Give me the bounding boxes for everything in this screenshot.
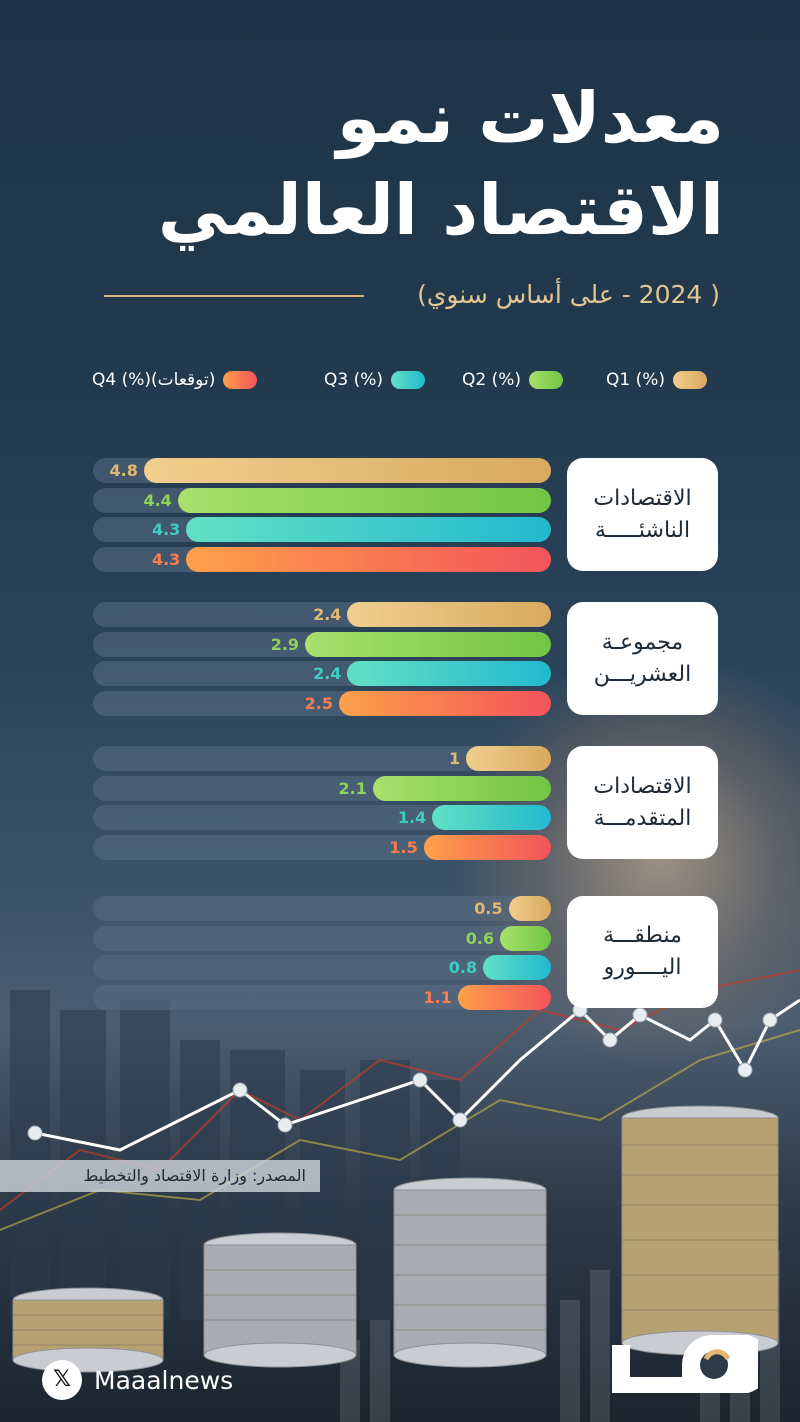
bar-1-3 <box>466 746 551 771</box>
bar-4-2 <box>338 690 551 716</box>
bar-4-1 <box>186 546 551 572</box>
data-label: 4.4 <box>143 490 172 510</box>
legend-label: Q1 (%) <box>606 370 666 390</box>
social-handle: Maaalnews <box>94 1366 234 1395</box>
data-label: 2.4 <box>313 664 342 683</box>
bar-2-1 <box>177 487 551 513</box>
page-title-line1: معدلات نمو <box>336 77 724 159</box>
data-label: 0.6 <box>465 928 495 948</box>
data-label: 1.5 <box>389 837 418 857</box>
legend-label: Q4 (%)(توقعات) <box>92 370 216 390</box>
bar-1-1 <box>143 458 551 483</box>
legend-swatch-q3 <box>391 371 426 389</box>
legend-swatch-q4 <box>223 371 258 389</box>
legend-item-q4: Q4 (%)(توقعات) <box>92 370 258 390</box>
card-line1: منطقـــة <box>603 923 682 948</box>
page-title-line2: الاقتصاد العالمي <box>157 169 724 251</box>
bar-1-4 <box>508 896 551 921</box>
data-label: 1.1 <box>423 987 452 1007</box>
data-label: 2.1 <box>338 778 367 798</box>
card-line1: الاقتصادات <box>593 485 692 511</box>
data-label: 2.9 <box>270 634 300 654</box>
category-card-advanced: الاقتصادات المتقدمـــة <box>567 746 718 859</box>
bar-3-1 <box>186 517 551 542</box>
bar-3-3 <box>432 805 551 830</box>
data-label: 4.3 <box>151 549 181 569</box>
legend-swatch-q2 <box>529 371 564 389</box>
data-label: 4.8 <box>109 461 138 480</box>
card-line1: مجموعـة <box>601 629 684 655</box>
card-line2: المتقدمـــة <box>593 805 692 831</box>
legend-swatch-q1 <box>673 371 708 389</box>
bar-2-3 <box>372 775 551 801</box>
bar-2-2 <box>305 631 551 657</box>
bar-4-3 <box>423 834 551 860</box>
legend-label: Q2 (%) <box>462 370 522 390</box>
bar-track <box>93 896 551 921</box>
bar-1-2 <box>347 602 551 627</box>
bar-2-4 <box>500 925 551 951</box>
data-label: 2.5 <box>304 693 333 713</box>
legend-item-q3: Q3 (%) <box>324 370 426 390</box>
legend-label: Q3 (%) <box>324 370 384 390</box>
page-subtitle: ( 2024 - على أساس سنوي) <box>417 280 720 309</box>
data-label: 1.4 <box>397 808 427 827</box>
card-line2: اليــــورو <box>603 955 682 980</box>
source-note: المصدر: وزارة الاقتصاد والتخطيط <box>0 1160 320 1192</box>
data-label: 4.3 <box>151 520 181 539</box>
coin-stacks <box>12 1105 779 1373</box>
data-label: 1 <box>449 749 461 768</box>
category-card-eurozone: منطقـــة اليــــورو <box>567 896 718 1008</box>
bar-3-2 <box>347 661 551 686</box>
subtitle-divider <box>104 295 364 297</box>
bar-4-4 <box>457 984 551 1010</box>
legend-item-q2: Q2 (%) <box>462 370 564 390</box>
bar-track <box>93 925 551 951</box>
category-card-g20: مجموعـة العشريـــن <box>567 602 718 715</box>
maaal-logo-icon <box>612 1335 758 1393</box>
card-line2: العشريـــن <box>593 661 692 687</box>
card-line1: الاقتصادات <box>593 773 692 799</box>
legend-item-q1: Q1 (%) <box>606 370 708 390</box>
data-label: 0.8 <box>448 958 478 977</box>
data-label: 2.4 <box>313 605 342 624</box>
x-logo-icon: 𝕏 <box>42 1360 82 1400</box>
bar-track <box>93 955 551 980</box>
card-line2: الناشئـــــة <box>594 517 691 543</box>
data-label: 0.5 <box>474 899 503 918</box>
category-card-emerging: الاقتصادات الناشئـــــة <box>567 458 718 571</box>
bar-3-4 <box>483 955 551 980</box>
